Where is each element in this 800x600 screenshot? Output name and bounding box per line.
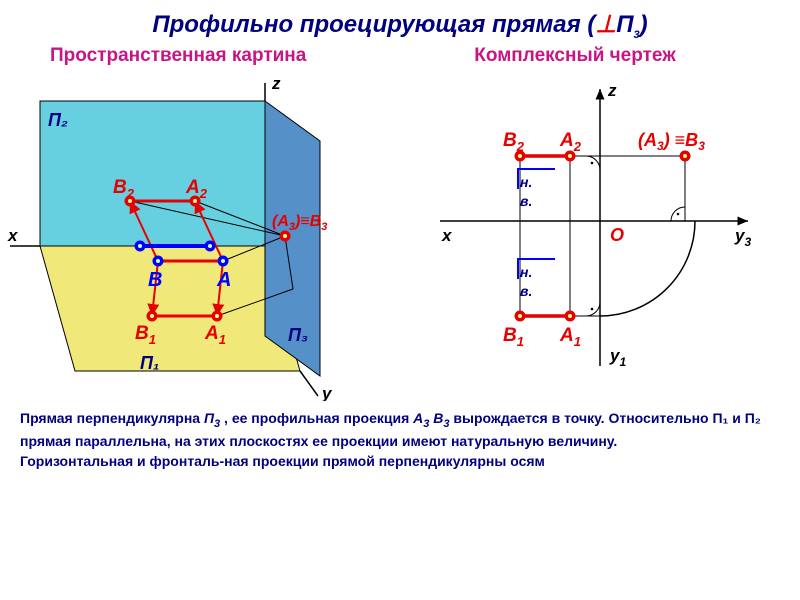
axis-y3-lbl: y3 bbox=[734, 226, 751, 249]
plane-p1-label: П₁ bbox=[140, 353, 159, 373]
pt-a1 bbox=[565, 310, 576, 321]
subtitle-spatial: Пространственная картина bbox=[50, 45, 400, 67]
plane-p2-label: П₂ bbox=[48, 110, 68, 130]
footer-1c: , ее профильная проекция bbox=[220, 410, 413, 426]
footer-1a: Прямая перпендикулярна bbox=[20, 410, 204, 426]
point-a bbox=[218, 255, 229, 266]
svg-text:н.: н. bbox=[520, 264, 532, 280]
subtitle-complex: Комплексный чертеж bbox=[400, 45, 750, 67]
point-bl-axis2 bbox=[205, 240, 216, 251]
nv-box-top: н. в. bbox=[518, 169, 555, 209]
axis-y-ext bbox=[300, 371, 318, 396]
pt-b1 bbox=[515, 310, 526, 321]
svg-text:в.: в. bbox=[520, 193, 532, 209]
title-pi3: П3 bbox=[616, 11, 639, 38]
footer-text: Прямая перпендикулярна П3 , ее профильна… bbox=[0, 401, 800, 479]
title-suffix: ) bbox=[640, 11, 648, 38]
lbl-a3b3: (A3) ≡B3 bbox=[638, 130, 705, 153]
point-bl-axis1 bbox=[135, 240, 146, 251]
footer-3: Горизонтальная и фронталь-ная проекции п… bbox=[20, 453, 545, 469]
diagrams-row: z x y П₂ П₁ П₃ bbox=[0, 71, 800, 401]
title-main: Профильно проецирующая прямая (⊥П3) bbox=[152, 11, 647, 38]
label-a: A bbox=[216, 269, 231, 291]
page-title: Профильно проецирующая прямая (⊥П3) bbox=[0, 0, 800, 45]
axis-z-label: z bbox=[271, 74, 281, 93]
nv-box-bot: н. в. bbox=[518, 259, 555, 299]
svg-text:в.: в. bbox=[520, 283, 532, 299]
title-prefix: Профильно проецирующая прямая ( bbox=[152, 11, 595, 38]
svg-text:н.: н. bbox=[520, 174, 532, 190]
axis-z-lbl: z bbox=[607, 81, 617, 100]
pt-a3b3 bbox=[680, 150, 691, 161]
axis-x-lbl: x bbox=[441, 226, 453, 245]
complex-diagram: x z y3 y1 O bbox=[400, 71, 800, 401]
plane-p3-label: П₃ bbox=[288, 325, 308, 345]
lbl-a1: A1 bbox=[559, 325, 581, 349]
point-b bbox=[153, 255, 164, 266]
lbl-b2: B2 bbox=[503, 130, 525, 154]
perp-symbol: ⊥ bbox=[595, 11, 616, 38]
subtitles: Пространственная картина Комплексный чер… bbox=[0, 45, 800, 71]
lbl-b1: B1 bbox=[503, 325, 524, 349]
origin-lbl: O bbox=[610, 225, 624, 245]
point-b1 bbox=[147, 310, 158, 321]
lbl-a2: A2 bbox=[559, 130, 582, 154]
axis-y1-lbl: y1 bbox=[609, 346, 626, 369]
axis-x-label: x bbox=[7, 226, 19, 245]
label-b: B bbox=[148, 269, 162, 291]
point-a1 bbox=[212, 310, 223, 321]
plane-p1 bbox=[40, 246, 300, 371]
axis-y-label: y bbox=[321, 384, 333, 401]
spatial-diagram: z x y П₂ П₁ П₃ bbox=[0, 71, 400, 401]
